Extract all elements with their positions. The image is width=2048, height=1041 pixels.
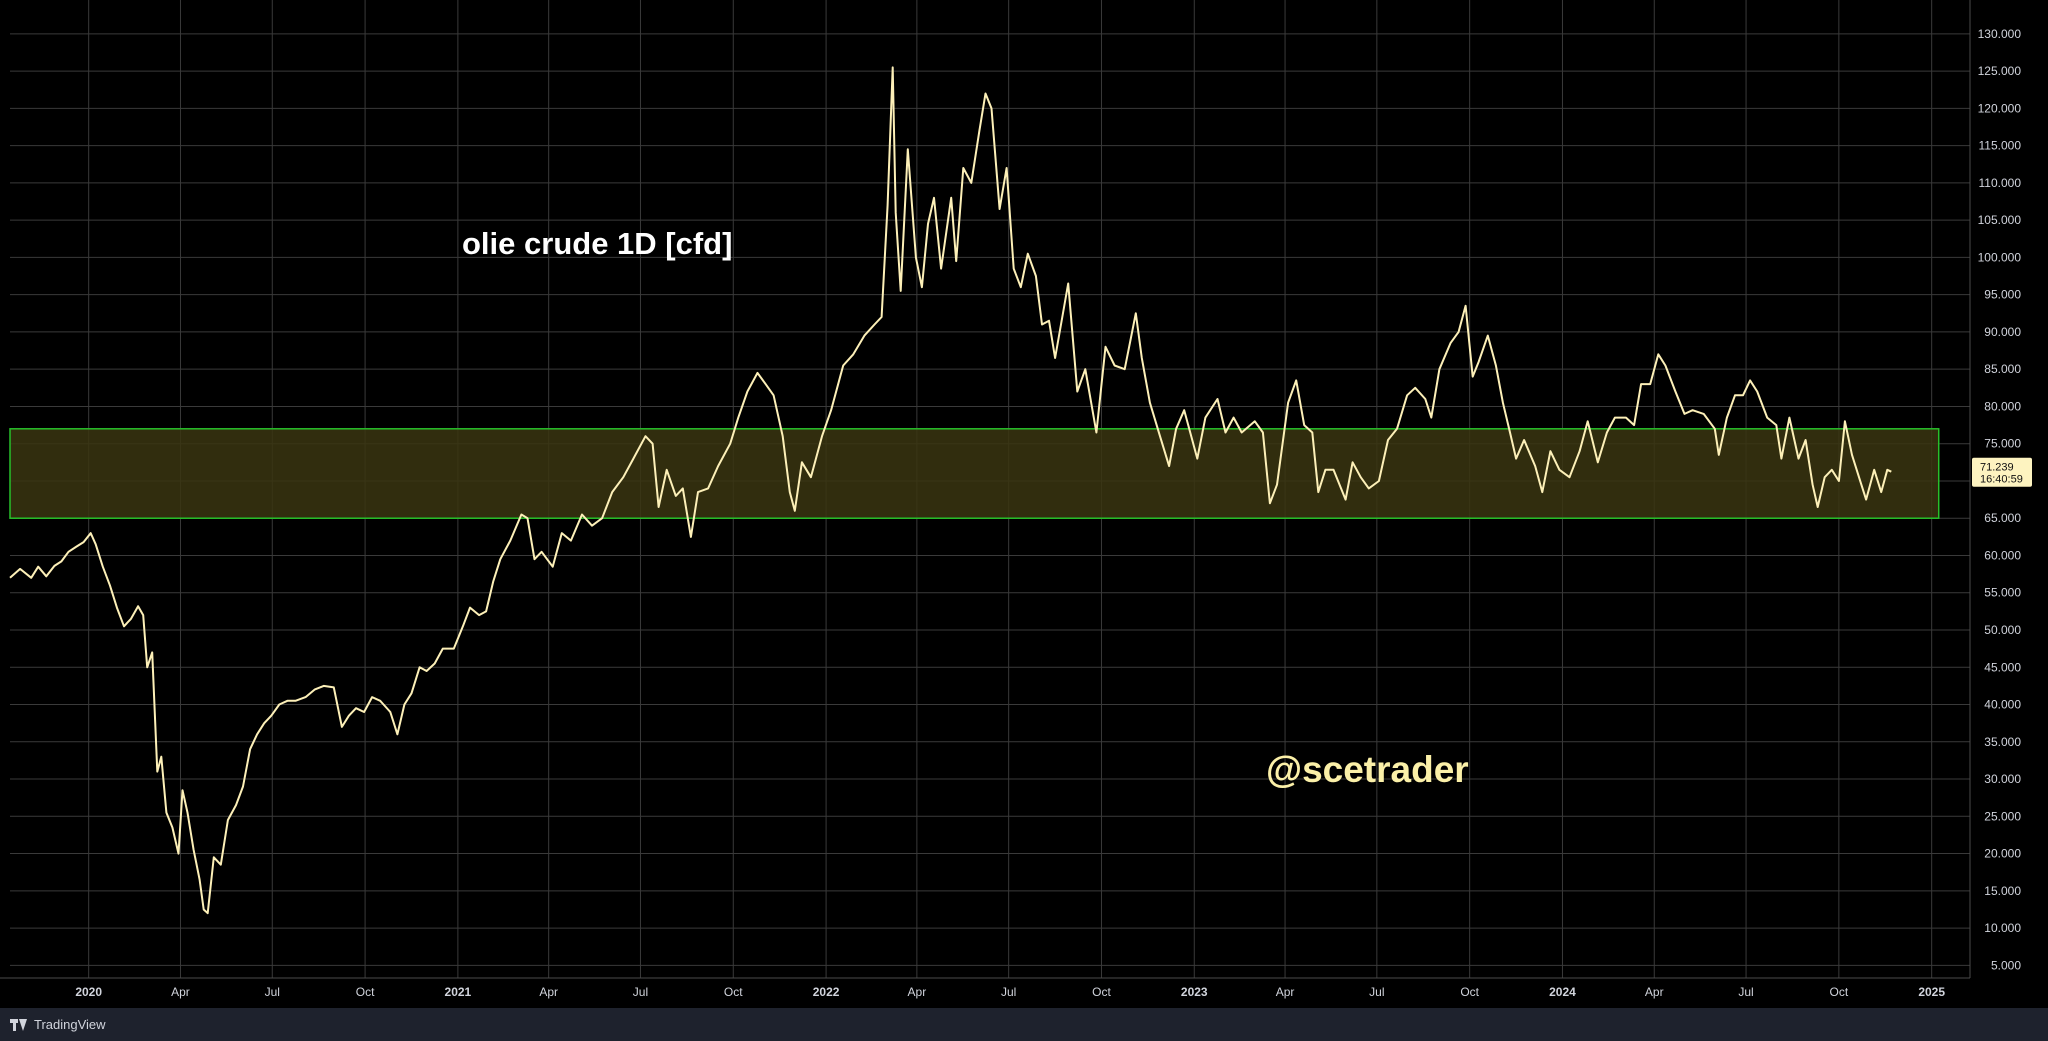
brand-label: TradingView xyxy=(34,1017,106,1032)
y-tick-label: 40.000 xyxy=(1984,698,2021,712)
y-tick-label: 20.000 xyxy=(1984,847,2021,861)
x-tick-label: 2022 xyxy=(813,985,840,999)
x-tick-label: Apr xyxy=(908,985,927,999)
x-tick-label: Jul xyxy=(633,985,648,999)
x-tick-label: Jul xyxy=(1369,985,1384,999)
y-tick-label: 25.000 xyxy=(1984,809,2021,823)
y-tick-label: 15.000 xyxy=(1984,884,2021,898)
y-tick-label: 85.000 xyxy=(1984,362,2021,376)
y-tick-label: 45.000 xyxy=(1984,660,2021,674)
x-tick-label: Oct xyxy=(724,985,743,999)
x-tick-label: 2025 xyxy=(1918,985,1945,999)
y-tick-label: 75.000 xyxy=(1984,437,2021,451)
support-zone xyxy=(9,428,1940,519)
price-line xyxy=(9,66,1892,915)
x-tick-label: Apr xyxy=(1645,985,1664,999)
y-tick-label: 30.000 xyxy=(1984,772,2021,786)
x-tick-label: Oct xyxy=(1092,985,1111,999)
y-tick-label: 50.000 xyxy=(1984,623,2021,637)
y-tick-label: 110.000 xyxy=(1979,176,2022,190)
y-tick-label: 55.000 xyxy=(1984,586,2021,600)
last-price-label: 71.239 16:40:59 xyxy=(1972,457,2032,487)
x-tick-label: Oct xyxy=(1460,985,1479,999)
time-axis[interactable]: 2020 Apr Jul Oct 2021 Apr Jul Oct 2022 Apr Jul Oct 2… xyxy=(0,977,1970,999)
y-tick-label: 5.000 xyxy=(1991,958,2021,972)
y-tick-label: 10.000 xyxy=(1984,921,2021,935)
tradingview-logo-icon xyxy=(10,1018,28,1031)
x-tick-label: Jul xyxy=(1001,985,1016,999)
x-tick-label: 2020 xyxy=(75,985,102,999)
y-tick-label: 120.000 xyxy=(1978,101,2022,115)
x-tick-label: Oct xyxy=(1830,985,1849,999)
y-tick-label: 80.000 xyxy=(1984,399,2021,413)
last-price-badge xyxy=(1972,457,2032,487)
chart-title: olie crude 1D [cfd] xyxy=(462,226,732,261)
y-tick-label: 60.000 xyxy=(1984,548,2021,562)
y-tick-label: 95.000 xyxy=(1984,288,2021,302)
y-tick-label: 100.000 xyxy=(1978,250,2022,264)
y-tick-label: 35.000 xyxy=(1984,735,2021,749)
x-tick-label: Apr xyxy=(171,985,190,999)
x-tick-label: Jul xyxy=(265,985,280,999)
author-watermark: @scetrader xyxy=(1266,749,1469,790)
x-tick-label: Apr xyxy=(1276,985,1295,999)
x-tick-label: Apr xyxy=(539,985,558,999)
y-tick-label: 130.000 xyxy=(1978,27,2022,41)
x-tick-label: 2021 xyxy=(445,985,472,999)
price-chart[interactable]: 5.000 10.000 15.000 20.000 25.000 30.000 35.00… xyxy=(0,0,2048,1008)
y-tick-label: 105.000 xyxy=(1978,213,2022,227)
last-price-value: 71.239 xyxy=(1980,462,2014,474)
y-tick-label: 115.000 xyxy=(1979,139,2022,153)
tradingview-brand[interactable]: TradingView xyxy=(10,1017,106,1032)
x-tick-label: 2024 xyxy=(1549,985,1576,999)
y-tick-label: 125.000 xyxy=(1978,64,2022,78)
y-tick-label: 65.000 xyxy=(1984,511,2021,525)
footer-bar: TradingView xyxy=(0,1008,2048,1041)
x-tick-label: Jul xyxy=(1738,985,1753,999)
bar-countdown: 16:40:59 xyxy=(1980,474,2023,486)
x-tick-label: Oct xyxy=(356,985,375,999)
y-tick-label: 90.000 xyxy=(1984,325,2021,339)
x-tick-label: 2023 xyxy=(1181,985,1208,999)
